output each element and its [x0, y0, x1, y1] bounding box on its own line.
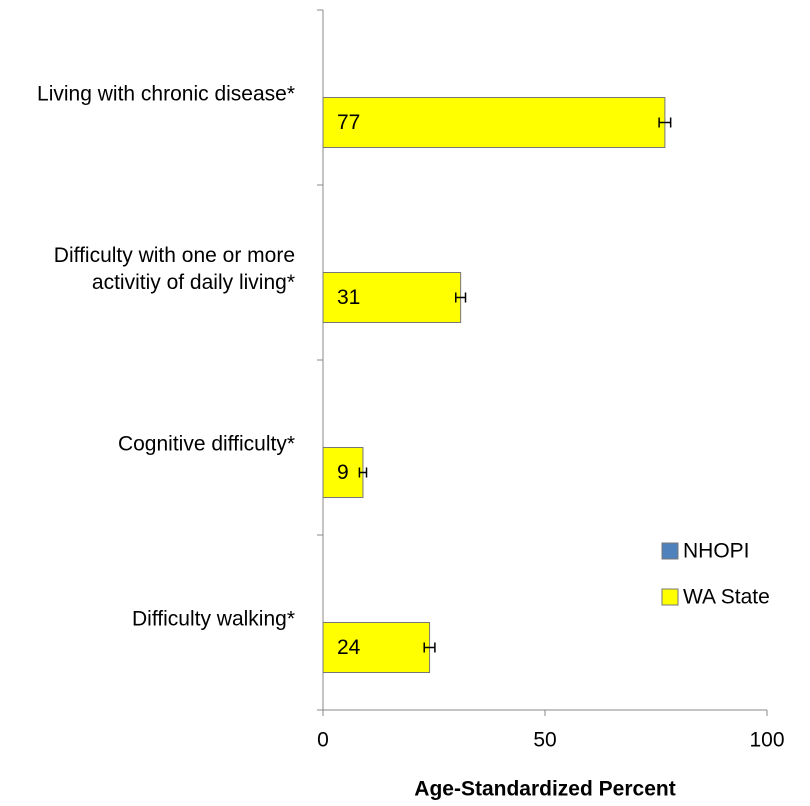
bar — [322, 97, 666, 148]
data-label: 31 — [337, 286, 360, 309]
error-bar — [358, 467, 368, 478]
y-tick-label: Cognitive difficulty* — [117, 432, 295, 455]
x-axis-label: Age-Standardized Percent — [414, 778, 675, 801]
bar — [322, 447, 364, 498]
x-tick-label: 0 — [317, 729, 329, 752]
bar — [322, 622, 431, 673]
error-bar — [455, 292, 467, 303]
legend-swatch — [661, 542, 679, 560]
error-bar — [423, 642, 436, 653]
y-tick-label: Difficulty walking* — [131, 607, 295, 630]
legend-label: NHOPI — [683, 540, 750, 563]
legend-label: WA State — [683, 586, 770, 609]
y-tick-label: Living with chronic disease* — [37, 82, 295, 105]
x-tick-label: 50 — [533, 729, 556, 752]
legend-swatch — [661, 588, 679, 606]
y-tick-label: Difficulty with one or more activitiy of… — [53, 243, 295, 294]
data-label: 9 — [337, 461, 349, 484]
bar — [322, 272, 462, 323]
error-bar — [658, 117, 672, 128]
x-tick-label: 100 — [749, 729, 784, 752]
data-label: 77 — [337, 111, 360, 134]
data-label: 24 — [337, 636, 361, 659]
